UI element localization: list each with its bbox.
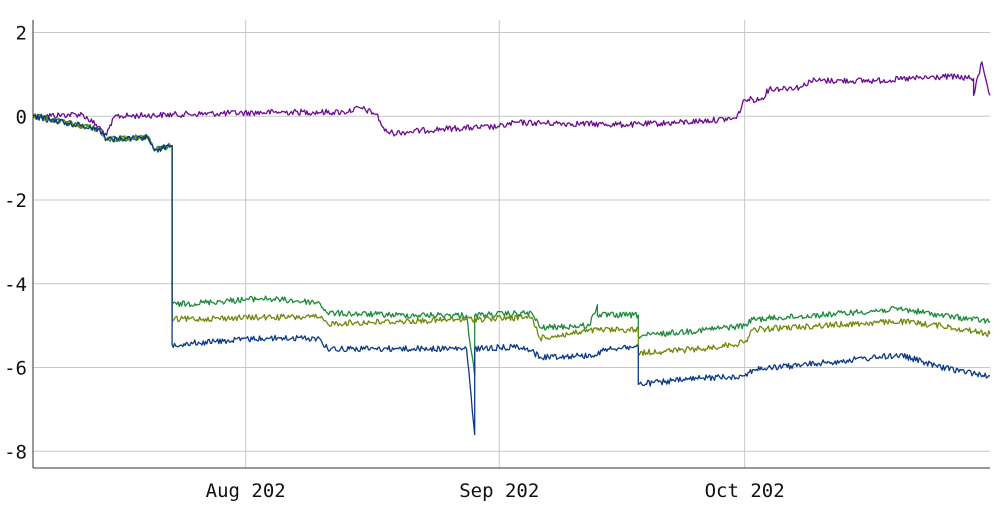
tick-labels: 2 0 -2 -4 -6 -8 Aug 202 Sep 202 Oct 202 — [4, 23, 785, 502]
axes — [32, 20, 990, 469]
y-tick-label: -6 — [4, 358, 27, 380]
x-tick-label: Sep 202 — [459, 480, 539, 502]
series-line-4 — [32, 113, 991, 436]
series-line-2 — [32, 113, 991, 377]
series-line-3 — [32, 113, 991, 356]
y-tick-label: -2 — [4, 190, 27, 212]
grid — [33, 20, 990, 468]
x-tick-label: Aug 202 — [206, 480, 286, 502]
y-tick-label: 0 — [16, 106, 27, 128]
y-tick-label: 2 — [16, 23, 27, 45]
y-tick-label: -4 — [4, 274, 27, 296]
series-line-1 — [32, 61, 991, 137]
y-tick-label: -8 — [4, 441, 27, 463]
x-tick-label: Oct 202 — [705, 480, 785, 502]
series-group — [32, 61, 991, 436]
